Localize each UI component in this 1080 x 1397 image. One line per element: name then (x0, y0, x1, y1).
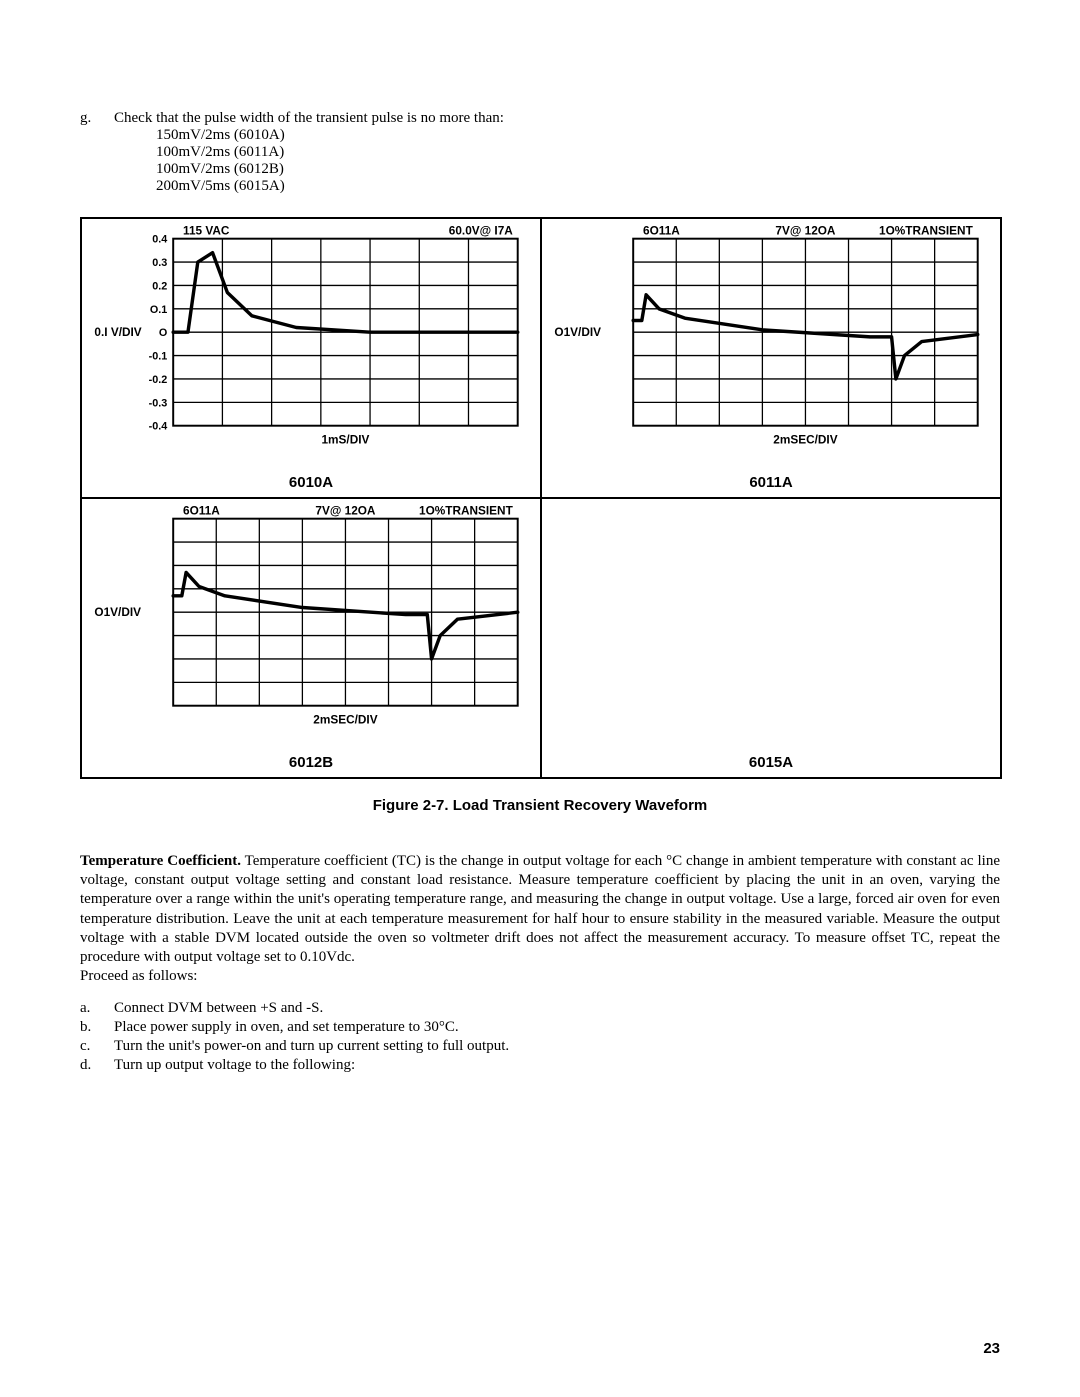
subitem: 100mV/2ms (6012B) (156, 161, 1000, 178)
para-tail: Proceed as follows: (80, 968, 197, 984)
list-text: Connect DVM between +S and -S. (114, 1000, 1000, 1017)
svg-text:7V@ 12OA: 7V@ 12OA (315, 504, 376, 518)
list-marker: a. (80, 1000, 114, 1017)
temperature-coefficient-paragraph: Temperature Coefficient. Temperature coe… (80, 852, 1000, 986)
panel-6010a: 0.I V/DIV 0.4 0.3 0.2 O.1 O -0.1 -0.2 -0.3 -0.4 11… (81, 218, 541, 498)
list-item-b: b. Place power supply in oven, and set t… (80, 1019, 1000, 1036)
page-number: 23 (983, 1340, 1000, 1357)
svg-text:-0.4: -0.4 (149, 421, 168, 433)
figure-2-7: 0.I V/DIV 0.4 0.3 0.2 O.1 O -0.1 -0.2 -0.3 -0.4 11… (80, 217, 1000, 814)
subitem: 150mV/2ms (6010A) (156, 127, 1000, 144)
panel-label: 6015A (542, 754, 1000, 777)
svg-text:-0.3: -0.3 (149, 397, 168, 409)
panel-label: 6011A (542, 474, 1000, 497)
list-marker: c. (80, 1038, 114, 1055)
list-text-g: Check that the pulse width of the transi… (114, 110, 504, 126)
svg-text:6O11A: 6O11A (183, 504, 220, 518)
list-item-g: g. Check that the pulse width of the tra… (80, 110, 1000, 195)
scope-6011a: O1V/DIV 6O11A 7V@ 12OA 1O%TRANSIENT 2mSEC/DI… (542, 219, 1000, 470)
figure-caption: Figure 2-7. Load Transient Recovery Wave… (80, 797, 1000, 814)
svg-text:2mSEC/DIV: 2mSEC/DIV (313, 712, 377, 726)
panel-6012b: O1V/DIV 6O11A 7V@ 12OA 1O%TRANSIENT 2mSEC/DI… (81, 498, 541, 778)
sublist-g: 150mV/2ms (6010A) 100mV/2ms (6011A) 100m… (114, 127, 1000, 195)
panel-6011a: O1V/DIV 6O11A 7V@ 12OA 1O%TRANSIENT 2mSEC/DI… (541, 218, 1001, 498)
list-text: Turn up output voltage to the following: (114, 1057, 1000, 1074)
svg-text:0.3: 0.3 (152, 257, 167, 269)
svg-text:1O%TRANSIENT: 1O%TRANSIENT (419, 504, 514, 518)
figure-grid: 0.I V/DIV 0.4 0.3 0.2 O.1 O -0.1 -0.2 -0.3 -0.4 11… (80, 217, 1002, 779)
svg-text:0.I V/DIV: 0.I V/DIV (94, 325, 141, 339)
list-marker: d. (80, 1057, 114, 1074)
list-item-d: d. Turn up output voltage to the followi… (80, 1057, 1000, 1074)
svg-text:0.2: 0.2 (152, 280, 167, 292)
scope-6010a: 0.I V/DIV 0.4 0.3 0.2 O.1 O -0.1 -0.2 -0.3 -0.4 11… (82, 219, 540, 470)
subitem: 100mV/2ms (6011A) (156, 144, 1000, 161)
scope-6012b: O1V/DIV 6O11A 7V@ 12OA 1O%TRANSIENT 2mSEC/DI… (82, 499, 540, 750)
svg-text:115 VAC: 115 VAC (183, 224, 230, 238)
para-lead: Temperature Coefficient. (80, 853, 241, 869)
svg-text:1O%TRANSIENT: 1O%TRANSIENT (879, 224, 974, 238)
page: g. Check that the pulse width of the tra… (0, 0, 1080, 1397)
list-item-a: a. Connect DVM between +S and -S. (80, 1000, 1000, 1017)
svg-text:O1V/DIV: O1V/DIV (94, 605, 141, 619)
list-marker: b. (80, 1019, 114, 1036)
svg-text:O.1: O.1 (150, 304, 167, 316)
svg-text:1mS/DIV: 1mS/DIV (322, 432, 370, 446)
svg-text:-0.2: -0.2 (149, 374, 168, 386)
svg-text:O: O (159, 327, 167, 339)
svg-text:7V@ 12OA: 7V@ 12OA (775, 224, 836, 238)
svg-text:-0.1: -0.1 (149, 351, 168, 363)
list-text: Place power supply in oven, and set temp… (114, 1019, 1000, 1036)
svg-text:2mSEC/DIV: 2mSEC/DIV (773, 432, 837, 446)
scope-6015a (542, 499, 1000, 750)
panel-label: 6012B (82, 754, 540, 777)
svg-text:6O11A: 6O11A (643, 224, 680, 238)
svg-text:O1V/DIV: O1V/DIV (554, 325, 601, 339)
panel-6015a: 6015A (541, 498, 1001, 778)
list-body-g: Check that the pulse width of the transi… (114, 110, 1000, 195)
panel-label: 6010A (82, 474, 540, 497)
list-marker: g. (80, 110, 114, 195)
para-body: Temperature coefficient (TC) is the chan… (80, 853, 1000, 965)
svg-text:0.4: 0.4 (152, 234, 167, 246)
procedure-list: a. Connect DVM between +S and -S. b. Pla… (80, 1000, 1000, 1074)
svg-text:60.0V@ I7A: 60.0V@ I7A (449, 224, 513, 238)
list-item-c: c. Turn the unit's power-on and turn up … (80, 1038, 1000, 1055)
subitem: 200mV/5ms (6015A) (156, 178, 1000, 195)
list-text: Turn the unit's power-on and turn up cur… (114, 1038, 1000, 1055)
